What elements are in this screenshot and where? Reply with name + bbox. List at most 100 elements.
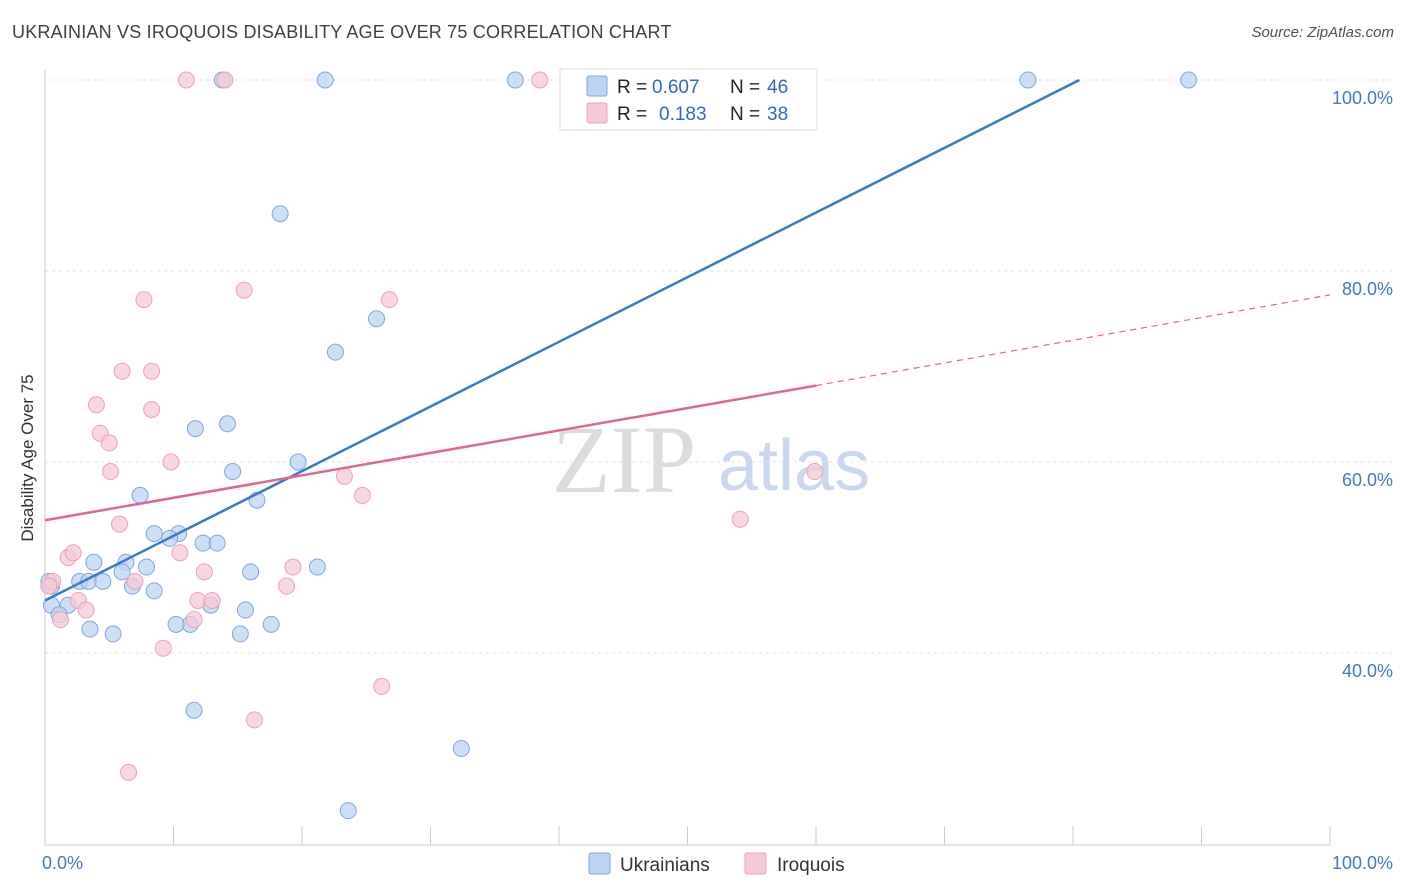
legend-n-label-iroquois: N = <box>730 104 760 125</box>
point-ukrainians-40 <box>81 620 99 638</box>
point-iroquois-36 <box>245 711 263 729</box>
point-iroquois-29 <box>189 591 207 609</box>
point-iroquois-3 <box>235 281 253 299</box>
point-iroquois-5 <box>135 291 153 309</box>
legend-swatch-iroquois <box>586 102 608 124</box>
point-ukrainians-41 <box>104 625 122 643</box>
point-ukrainians-12 <box>131 486 149 504</box>
point-iroquois-21 <box>171 544 189 562</box>
point-iroquois-32 <box>51 611 69 629</box>
point-ukrainians-42 <box>231 625 249 643</box>
y-tick-labels: 40.0% 60.0% 80.0% 100.0% <box>1332 88 1393 681</box>
point-iroquois-6 <box>113 362 131 380</box>
x-tick-label-min: 0.0% <box>42 853 83 873</box>
point-ukrainians-22 <box>138 558 156 576</box>
point-iroquois-16 <box>353 486 371 504</box>
point-iroquois-37 <box>120 763 138 781</box>
trend-line-ukrainians <box>44 78 1080 602</box>
trend-lines <box>44 78 1331 602</box>
point-ukrainians-14 <box>145 525 163 543</box>
point-iroquois-18 <box>731 510 749 528</box>
point-ukrainians-23 <box>113 563 131 581</box>
data-points <box>40 71 1198 820</box>
x-tick-label-max: 100.0% <box>1332 853 1393 873</box>
point-ukrainians-19 <box>85 553 103 571</box>
point-iroquois-30 <box>203 591 221 609</box>
chart-source: Source: ZipAtlas.com <box>1251 24 1394 41</box>
point-ukrainians-2 <box>506 71 524 89</box>
legend-n-value-ukrainians: 46 <box>767 77 788 98</box>
point-iroquois-34 <box>154 639 172 657</box>
x-tick-labels: 0.0% 100.0% <box>42 853 1393 873</box>
legend-r-value-ukrainians: 0.607 <box>652 77 700 98</box>
watermark-atlas: atlas <box>718 426 870 506</box>
point-iroquois-31 <box>77 601 95 619</box>
axes <box>44 70 1331 846</box>
stats-legend: R = 0.607 N = 46 R = 0.183 N = 38 <box>559 68 818 131</box>
point-iroquois-20 <box>64 544 82 562</box>
point-iroquois-12 <box>162 453 180 471</box>
point-ukrainians-18 <box>208 534 226 552</box>
legend-swatch-ukrainians <box>586 75 608 97</box>
point-iroquois-33 <box>185 611 203 629</box>
series-legend-label-ukrainians: Ukrainians <box>620 855 710 876</box>
series-legend-label-iroquois: Iroquois <box>777 855 845 876</box>
point-iroquois-8 <box>87 396 105 414</box>
series-legend-swatch-iroquois <box>744 852 767 875</box>
point-iroquois-26 <box>126 572 144 590</box>
point-iroquois-22 <box>284 558 302 576</box>
legend-r-value-iroquois: 0.183 <box>659 104 707 125</box>
point-ukrainians-45 <box>339 802 357 820</box>
point-iroquois-23 <box>195 563 213 581</box>
point-ukrainians-1 <box>316 71 334 89</box>
point-ukrainians-7 <box>326 343 344 361</box>
chart-title: UKRAINIAN VS IROQUOIS DISABILITY AGE OVE… <box>12 22 672 42</box>
point-iroquois-14 <box>335 467 353 485</box>
point-iroquois-27 <box>278 577 296 595</box>
point-iroquois-4 <box>380 291 398 309</box>
point-iroquois-17 <box>111 515 129 533</box>
series-legend: Ukrainians Iroquois <box>588 852 845 876</box>
legend-r-label-iroquois: R = <box>617 104 647 125</box>
point-ukrainians-6 <box>368 310 386 328</box>
point-ukrainians-44 <box>452 740 470 757</box>
y-tick-label-80: 80.0% <box>1342 279 1393 299</box>
legend-r-label-ukrainians: R = <box>617 77 647 98</box>
point-iroquois-35 <box>373 677 391 695</box>
point-ukrainians-10 <box>289 453 307 471</box>
y-axis-title: Disability Age Over 75 <box>18 374 37 541</box>
point-ukrainians-3 <box>1019 71 1037 89</box>
point-ukrainians-35 <box>236 601 254 619</box>
point-iroquois-1 <box>216 71 234 89</box>
point-iroquois-9 <box>143 400 161 418</box>
point-iroquois-11 <box>100 434 118 452</box>
point-ukrainians-5 <box>271 205 289 223</box>
point-iroquois-2 <box>531 71 549 89</box>
point-iroquois-0 <box>177 71 195 89</box>
y-tick-label-40: 40.0% <box>1342 661 1393 681</box>
point-iroquois-13 <box>102 463 120 481</box>
point-ukrainians-9 <box>186 420 204 438</box>
legend-n-value-iroquois: 38 <box>767 104 788 125</box>
point-ukrainians-38 <box>167 615 185 633</box>
point-ukrainians-17 <box>194 534 212 552</box>
y-tick-label-60: 60.0% <box>1342 470 1393 490</box>
point-ukrainians-11 <box>224 463 242 481</box>
y-tick-label-100: 100.0% <box>1332 88 1393 108</box>
point-ukrainians-43 <box>185 701 203 719</box>
trend-line-iroquois <box>44 384 817 522</box>
point-ukrainians-21 <box>308 558 326 576</box>
trend-line-iroquois-extension <box>815 294 1331 387</box>
point-ukrainians-8 <box>218 415 236 433</box>
point-iroquois-7 <box>143 362 161 380</box>
point-iroquois-15 <box>806 463 824 481</box>
point-iroquois-25 <box>40 577 58 595</box>
point-ukrainians-27 <box>94 572 112 590</box>
point-ukrainians-39 <box>262 615 280 633</box>
point-ukrainians-4 <box>1180 71 1198 89</box>
point-ukrainians-31 <box>145 582 163 600</box>
legend-n-label-ukrainians: N = <box>730 77 760 98</box>
watermark-zip: ZIP <box>552 406 696 513</box>
point-ukrainians-24 <box>242 563 260 581</box>
series-legend-swatch-ukrainians <box>588 852 611 875</box>
